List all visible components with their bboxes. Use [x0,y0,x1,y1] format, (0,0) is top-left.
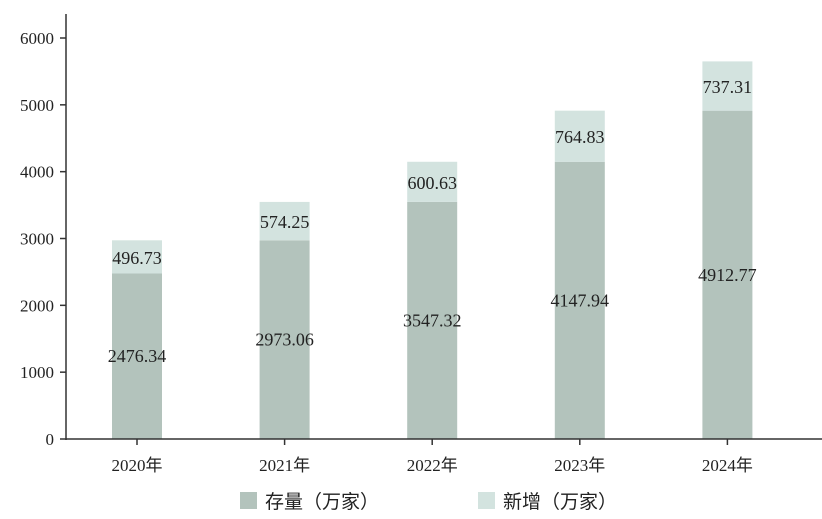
data-label-stock: 3547.32 [403,310,462,330]
data-label-stock: 4912.77 [698,265,757,285]
y-tick-label: 3000 [20,230,54,249]
data-label-new: 600.63 [407,173,457,193]
data-label-new: 496.73 [112,248,162,268]
x-tick-label: 2023年 [554,456,605,475]
bar-new [112,240,162,274]
data-label-new: 737.31 [703,77,753,97]
y-tick-label: 4000 [20,163,54,182]
y-tick-label: 1000 [20,363,54,382]
x-tick-label: 2024年 [702,456,753,475]
data-label-new: 574.25 [260,212,310,232]
data-label-stock: 2476.34 [108,346,167,366]
bar-stock [259,240,310,439]
legend-label-stock: 存量（万家） [265,491,379,513]
x-tick-label: 2022年 [407,456,458,475]
data-label-stock: 4147.94 [551,290,610,310]
x-tick-label: 2021年 [259,456,310,475]
legend-swatch-stock [240,492,257,509]
bar-stock [702,110,753,439]
data-label-new: 764.83 [555,127,605,147]
bar-stock [554,161,605,439]
bar-stock [112,273,162,439]
bar-new [259,201,310,241]
bars-layer [112,61,753,439]
y-tick-label: 0 [46,430,55,449]
data-label-stock: 2973.06 [255,330,314,350]
y-tick-label: 2000 [20,296,54,315]
bar-new [407,161,458,202]
y-axis-ticks: 0 1000 2000 3000 4000 5000 6000 [20,29,66,449]
bar-stock [407,201,458,439]
data-labels-layer: 2476.34 496.73 2973.06 574.25 3547.32 600.63 4… [108,77,757,366]
bar-new [702,61,753,111]
y-tick-label: 5000 [20,96,54,115]
x-tick-label: 2020年 [112,456,163,475]
legend: 存量（万家） 新增（万家） [240,491,617,513]
bar-new [554,110,605,162]
legend-swatch-new [478,492,495,509]
y-tick-label: 6000 [20,29,54,48]
legend-label-new: 新增（万家） [503,491,617,513]
x-axis-ticks: 2020年 2021年 2022年 2023年 2024年 [112,439,753,475]
